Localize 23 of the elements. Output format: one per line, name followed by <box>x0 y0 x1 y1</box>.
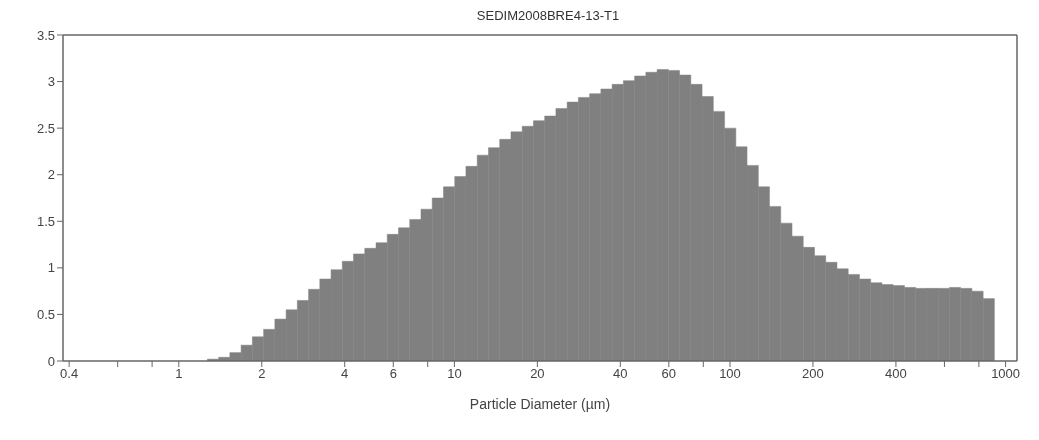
x-tick-label: 4 <box>341 366 349 382</box>
x-tick-label: 10 <box>447 366 462 382</box>
x-tick-label: 1 <box>175 366 183 382</box>
y-tick-label: 2 <box>47 167 55 183</box>
y-tick-label: 3.5 <box>36 27 55 43</box>
x-axis-title: Particle Diameter (µm) <box>469 396 611 412</box>
x-tick-label: 60 <box>661 366 677 382</box>
x-tick-label: 6 <box>389 366 397 382</box>
x-tick-label: 200 <box>802 366 824 382</box>
y-tick-label: 1 <box>47 260 55 276</box>
y-tick-label: 1.5 <box>36 213 55 229</box>
y-tick-label: 0.5 <box>36 307 55 323</box>
x-tick-label: 2 <box>258 366 266 382</box>
x-tick-label: 100 <box>719 366 741 382</box>
y-tick-label: 0 <box>47 353 55 369</box>
x-tick-label: 0.4 <box>60 366 79 382</box>
x-tick-label: 400 <box>885 366 907 382</box>
y-tick-label: 2.5 <box>36 120 55 136</box>
chart-title: SEDIM2008BRE4-13-T1 <box>475 8 621 25</box>
x-tick-label: 1000 <box>991 366 1021 382</box>
x-tick-label: 20 <box>530 366 545 382</box>
x-tick-label: 40 <box>613 366 628 382</box>
y-tick-label: 3 <box>47 74 55 90</box>
